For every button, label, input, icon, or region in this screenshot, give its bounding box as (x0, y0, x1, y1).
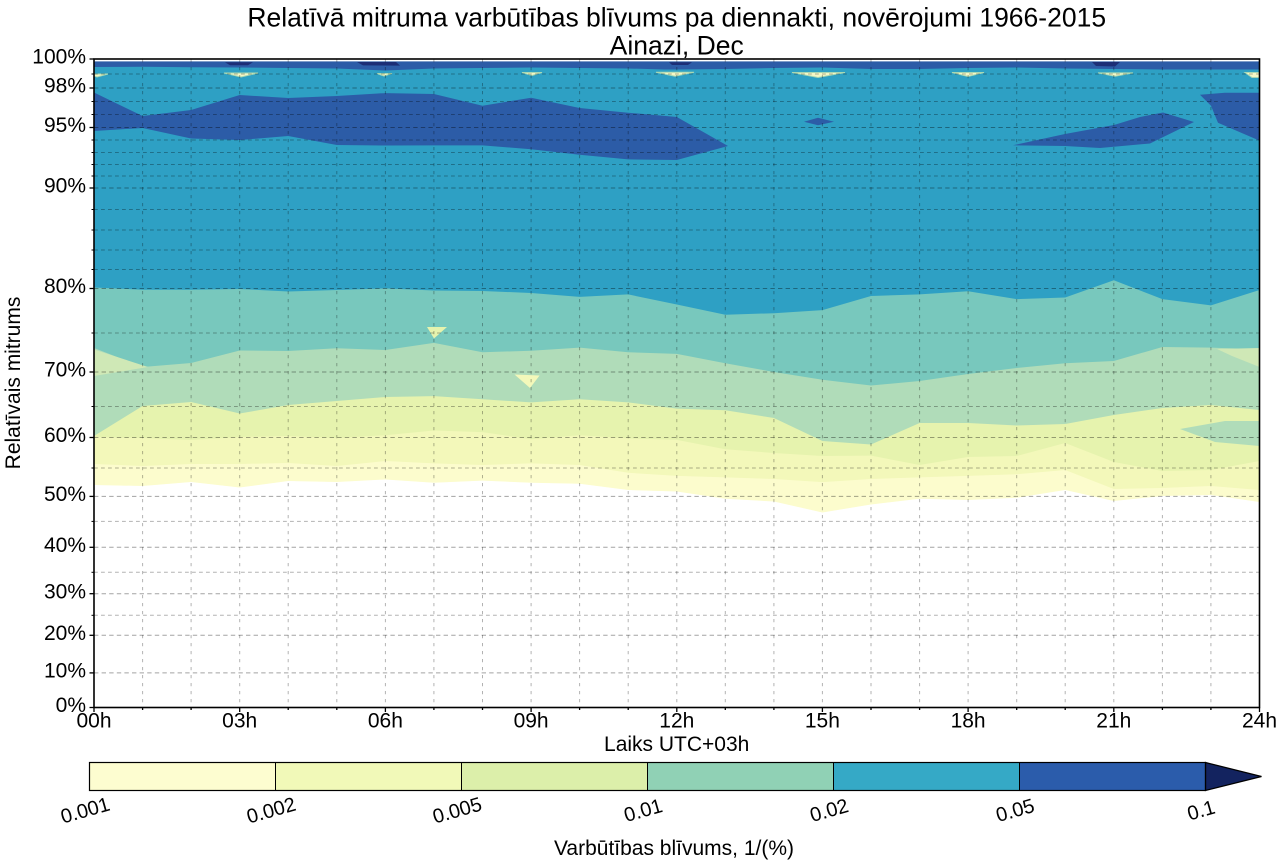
svg-text:Laiks UTC+03h: Laiks UTC+03h (604, 733, 749, 756)
svg-text:18h: 18h (951, 710, 986, 733)
svg-text:21h: 21h (1096, 710, 1131, 733)
svg-text:60%: 60% (44, 424, 86, 447)
svg-text:0%: 0% (56, 694, 86, 717)
svg-text:Varbūtības blīvums, 1/(%): Varbūtības blīvums, 1/(%) (554, 837, 794, 860)
svg-text:12h: 12h (659, 710, 694, 733)
svg-text:Ainazi, Dec: Ainazi, Dec (610, 31, 744, 61)
svg-text:50%: 50% (44, 483, 86, 506)
svg-text:100%: 100% (32, 46, 86, 69)
svg-text:06h: 06h (368, 710, 403, 733)
svg-text:00h: 00h (76, 710, 111, 733)
svg-text:Relatīvais mitrums: Relatīvais mitrums (2, 297, 25, 470)
svg-text:40%: 40% (44, 534, 86, 557)
svg-text:98%: 98% (44, 75, 86, 98)
svg-text:70%: 70% (44, 359, 86, 382)
svg-text:10%: 10% (44, 660, 86, 683)
svg-text:09h: 09h (514, 710, 549, 733)
svg-text:30%: 30% (44, 580, 86, 603)
svg-text:24h: 24h (1242, 710, 1277, 733)
svg-text:80%: 80% (44, 275, 86, 298)
svg-text:90%: 90% (44, 175, 86, 198)
svg-text:20%: 20% (44, 622, 86, 645)
svg-text:95%: 95% (44, 114, 86, 137)
svg-text:Relatīvā mitruma varbūtības bl: Relatīvā mitruma varbūtības blīvums pa d… (247, 3, 1106, 33)
svg-text:03h: 03h (222, 710, 257, 733)
svg-text:15h: 15h (805, 710, 840, 733)
